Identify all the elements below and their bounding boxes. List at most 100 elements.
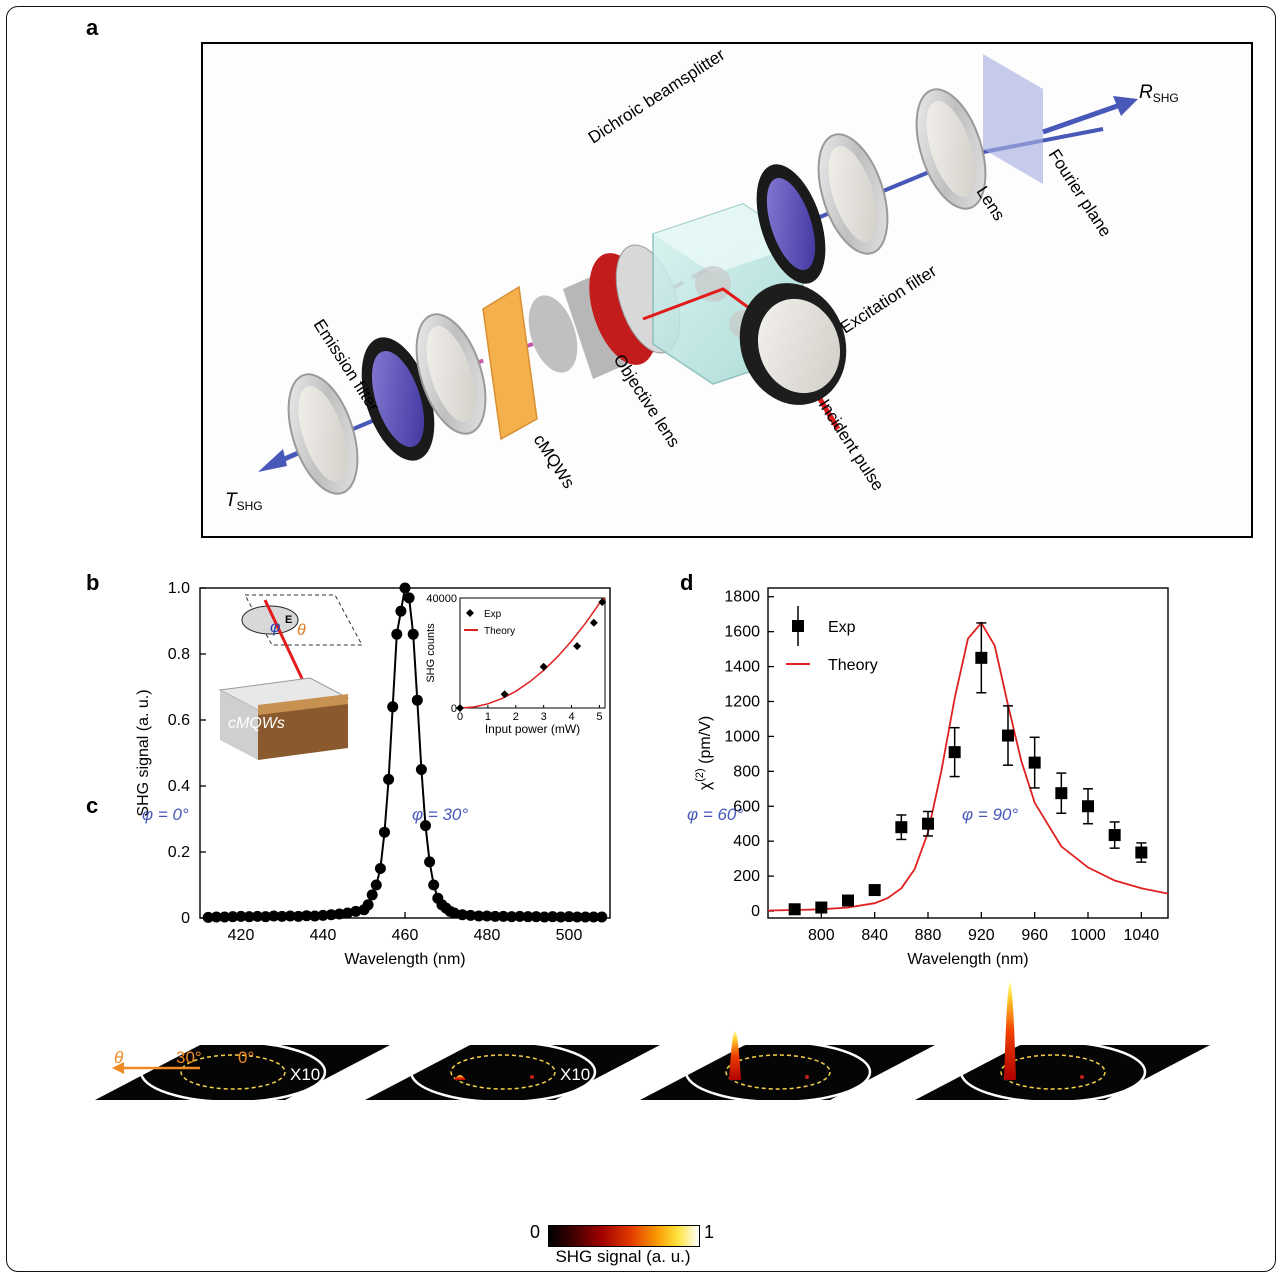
shg-peak: [729, 1031, 741, 1080]
x-tick-label: 1000: [1070, 927, 1106, 944]
label-dichroic: Dichroic beamsplitter: [585, 45, 729, 148]
chart-d-xticks: 800 840 880 920 960 1000 1040: [808, 912, 1159, 944]
r-shg-beam: [1042, 101, 1124, 135]
setup-illustration: Emission filter Dichroic beamsplitter Le…: [201, 42, 1253, 538]
legend-theory-label: Theory: [828, 657, 878, 674]
data-point: [456, 909, 468, 921]
figure-frame: [6, 6, 1276, 1272]
filter-disc-2-glass: [426, 326, 476, 422]
y-tick-label: 0.4: [168, 778, 190, 795]
inset-exp-point: [598, 598, 607, 607]
inset-y-tick-label: 0: [451, 703, 457, 715]
setup-diagram: Emission filter Dichroic beamsplitter Le…: [225, 45, 1179, 513]
map-title: φ = 90°: [962, 805, 1018, 824]
angle-outer-label: 30°: [176, 1048, 202, 1067]
map-title: φ = 60°: [687, 805, 743, 824]
y-tick-label: 200: [733, 868, 760, 885]
data-point: [579, 911, 591, 923]
data-point: [895, 821, 908, 834]
data-point: [424, 856, 436, 868]
label-incident-pulse: Incident pulse: [815, 396, 888, 494]
chart-d-yticks: 0 200 400 600 800 1000 1200 1400 1600 1800: [724, 589, 774, 920]
inset-e: E: [285, 614, 292, 626]
inset-chart: 0 1 2 3 4 5 0 40000 Input power (mW) SHG counts Ex…: [425, 593, 607, 736]
multiplier-label: X10: [560, 1065, 590, 1084]
shg-peak: [1004, 982, 1016, 1080]
label-t-shg: TSHG: [225, 490, 263, 513]
data-point: [465, 909, 477, 921]
data-point: [563, 911, 575, 923]
data-point: [333, 908, 345, 920]
x-tick-label: 440: [310, 927, 337, 944]
inset-beam: [263, 599, 307, 686]
data-point: [325, 909, 337, 921]
y-tick-label: 1200: [724, 693, 760, 710]
data-point: [571, 911, 583, 923]
y-tick-label: 800: [733, 763, 760, 780]
inset-y-tick-label: 40000: [426, 593, 457, 605]
data-point: [530, 911, 542, 923]
data-point: [395, 605, 407, 617]
theta-0-circle: [450, 1054, 556, 1090]
data-point: [379, 826, 390, 838]
inset-x-tick-label: 0: [457, 711, 463, 723]
shg-map-1: φ = 30° X10: [365, 805, 660, 1104]
data-point: [975, 651, 988, 664]
y-tick-label: 600: [733, 798, 760, 815]
filter-right-clear-glass: [828, 146, 878, 242]
data-point: [1108, 829, 1121, 842]
y-axis-label: SHG signal (a. u.): [135, 689, 152, 816]
inset-phi: φ: [270, 619, 280, 636]
y-tick-label: 0.6: [168, 712, 190, 729]
data-point: [428, 879, 440, 891]
theta-label: θ: [114, 1048, 124, 1067]
data-point: [387, 701, 399, 713]
dichroic-mount: [695, 266, 731, 302]
data-point: [588, 911, 600, 923]
theta-30-circle: [959, 1040, 1147, 1104]
inset-x-tick-label: 2: [513, 711, 519, 723]
map-title: φ = 30°: [412, 805, 468, 824]
data-point: [522, 911, 534, 923]
data-point: [555, 911, 567, 923]
chart-b: 420 440 460 480 500 00.20.40.60.81.0 Wavelen…: [135, 580, 611, 968]
data-point: [292, 910, 304, 922]
theta-arrow-icon: [112, 1062, 124, 1074]
legend-exp-label: Exp: [828, 619, 856, 636]
chart-d-frame: [767, 587, 1169, 919]
x-axis-label: Wavelength (nm): [907, 951, 1028, 968]
colorbar-min: 0: [530, 1222, 541, 1242]
data-point: [260, 911, 272, 923]
shg-peak: [454, 1075, 466, 1080]
theta-0-circle: [1000, 1054, 1106, 1090]
data-point: [1028, 756, 1041, 769]
theta-0-circle: [180, 1054, 286, 1090]
filter-disc-left-glass: [298, 386, 348, 482]
data-point: [596, 911, 608, 923]
shg-speck: [805, 1075, 809, 1079]
map-plane: [365, 1045, 660, 1100]
chart-b-yticks: 0 0.2 0.4 0.6 0.8 1.0: [168, 580, 206, 927]
data-point: [268, 910, 280, 922]
filter-right-blue: [766, 177, 816, 271]
inset-block-front: [258, 698, 348, 760]
panel-label-c: c: [86, 793, 99, 818]
data-point: [383, 773, 395, 785]
data-point: [407, 628, 419, 640]
data-point: [448, 907, 460, 919]
data-point: [403, 592, 415, 604]
y-tick-label: 0.2: [168, 844, 190, 861]
data-point: [374, 863, 386, 874]
data-point: [497, 910, 509, 922]
inset-theory-line: [459, 597, 606, 709]
x-axis-label: Wavelength (nm): [344, 951, 465, 968]
inset-exp-point: [573, 642, 582, 651]
data-point: [842, 894, 854, 907]
data-point: [481, 910, 493, 922]
data-point: [506, 911, 518, 923]
data-point: [366, 889, 378, 901]
objective-tip: [528, 295, 578, 373]
r-shg-arrow-icon: [1113, 96, 1138, 116]
data-point: [922, 817, 934, 830]
inset-legend-exp-marker: [466, 609, 474, 617]
